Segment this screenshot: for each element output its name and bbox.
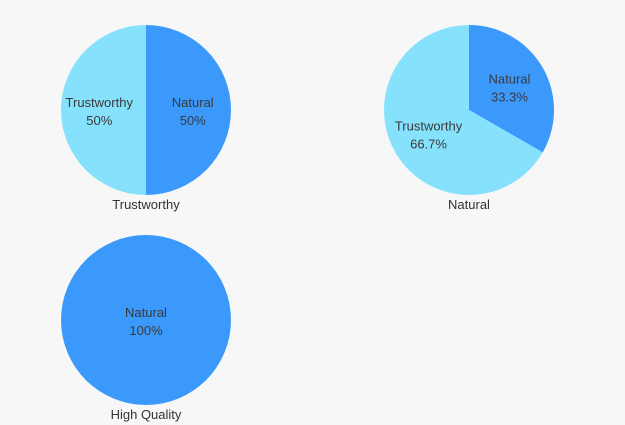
slice-value-natural: 33.3% [491,90,528,105]
slice-label-trustworthy: Trustworthy [395,118,463,133]
chart-title: High Quality [111,407,182,422]
slice-label-natural: Natural [125,305,167,320]
pie-chart-natural: Natural 33.3% Trustworthy 66.7% Natural [384,25,554,212]
slice-value-natural: 50% [180,113,206,128]
pie-slice-natural [146,25,231,195]
pie-slice-natural [469,25,554,153]
pie-slice-trustworthy [61,25,146,195]
slice-label-trustworthy: Trustworthy [66,95,134,110]
pie-chart-high-quality: Natural 100% High Quality [61,235,231,422]
chart-title: Natural [448,197,490,212]
slice-value-trustworthy: 50% [86,113,112,128]
slice-label-natural: Natural [172,95,214,110]
pie-chart-trustworthy: Natural 50% Trustworthy 50% Trustworthy [61,25,231,212]
chart-title: Trustworthy [112,197,180,212]
slice-value-trustworthy: 66.7% [410,136,447,151]
pie-slice-trustworthy [384,25,543,195]
slice-label-natural: Natural [489,72,531,87]
pie-slice-natural [61,235,231,405]
slice-value-natural: 100% [129,323,163,338]
